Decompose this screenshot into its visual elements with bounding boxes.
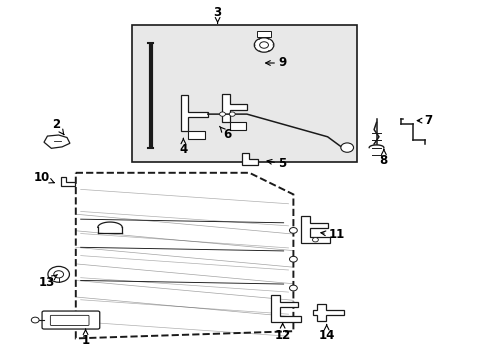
Circle shape <box>54 271 63 278</box>
Text: 8: 8 <box>379 149 387 167</box>
Circle shape <box>312 238 318 242</box>
Circle shape <box>289 285 297 291</box>
Text: 11: 11 <box>320 228 344 241</box>
Polygon shape <box>61 177 75 186</box>
Text: 12: 12 <box>274 323 290 342</box>
Circle shape <box>259 42 268 48</box>
Text: 1: 1 <box>81 329 89 347</box>
Text: 9: 9 <box>265 57 286 69</box>
Polygon shape <box>229 122 245 130</box>
Text: 5: 5 <box>266 157 286 170</box>
Circle shape <box>289 228 297 233</box>
Text: 7: 7 <box>416 114 431 127</box>
FancyBboxPatch shape <box>256 31 271 37</box>
Polygon shape <box>181 95 207 131</box>
Text: 2: 2 <box>52 118 64 135</box>
Polygon shape <box>188 131 205 139</box>
Circle shape <box>48 266 69 282</box>
Polygon shape <box>300 216 329 243</box>
Polygon shape <box>271 295 300 322</box>
Polygon shape <box>44 135 70 148</box>
Polygon shape <box>312 304 343 321</box>
Text: 10: 10 <box>33 171 54 184</box>
Circle shape <box>31 317 39 323</box>
Circle shape <box>229 112 235 116</box>
Circle shape <box>254 38 273 52</box>
FancyBboxPatch shape <box>42 311 100 329</box>
Text: 3: 3 <box>213 6 221 23</box>
Circle shape <box>219 112 225 116</box>
Text: 4: 4 <box>179 139 187 156</box>
Polygon shape <box>242 153 257 165</box>
Circle shape <box>289 256 297 262</box>
Text: 13: 13 <box>38 275 57 289</box>
Polygon shape <box>222 94 246 122</box>
Text: 14: 14 <box>318 325 334 342</box>
Text: 6: 6 <box>219 126 231 141</box>
Bar <box>132 25 356 162</box>
Circle shape <box>340 143 353 152</box>
